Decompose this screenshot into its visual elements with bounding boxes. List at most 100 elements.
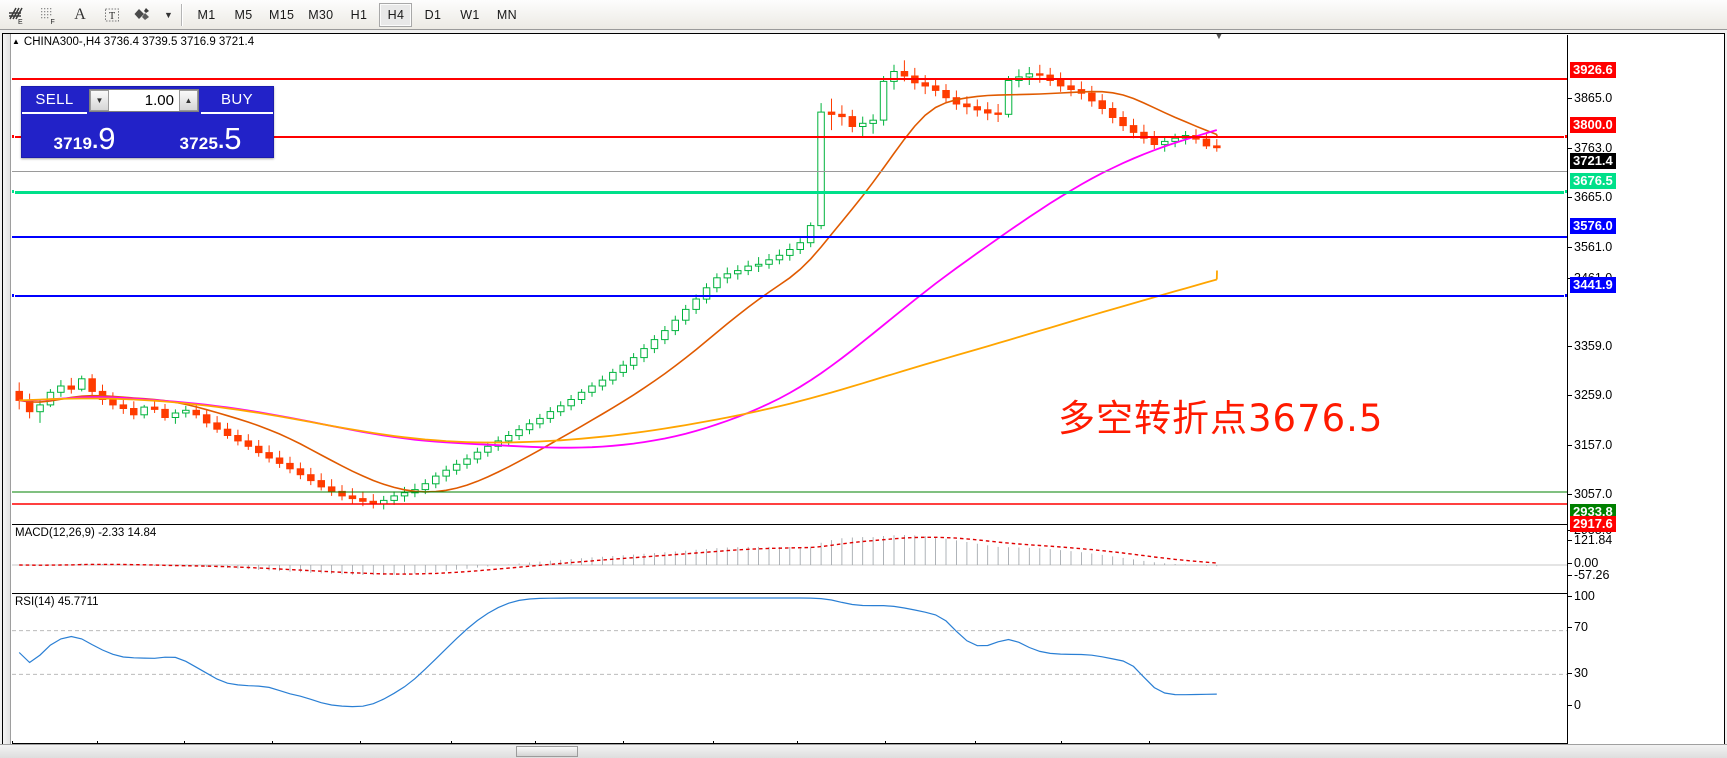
badge-resistance-3800: 3800.0 [1570, 117, 1616, 133]
timeframe-button-m5[interactable]: M5 [234, 7, 253, 22]
line-pivot-3676-anchor[interactable] [12, 189, 15, 194]
badge-support-3441: 3441.9 [1570, 277, 1616, 293]
time-tick-mark [1149, 741, 1150, 745]
sell-price-int: 3719 [53, 134, 93, 153]
trade-panel-top-row: SELL ▼ 1.00 ▲ BUY [22, 87, 273, 114]
time-axis-separator [12, 743, 1567, 744]
chart-annotation-text: 多空转折点3676.5 [1058, 397, 1384, 440]
price-tick: 3561.0 [1568, 241, 1612, 254]
time-tick-mark [184, 741, 185, 745]
timeframe-button-w1[interactable]: W1 [460, 7, 480, 22]
toolbar-separator [181, 3, 183, 26]
volume-increase-icon[interactable]: ▲ [179, 90, 198, 111]
chart-toolbar: E F A T [0, 0, 1727, 30]
chart-left-gutter [3, 34, 11, 757]
svg-text:E: E [18, 19, 23, 25]
time-tick-mark [885, 741, 886, 745]
time-tick-mark [97, 741, 98, 745]
rsi-label: RSI(14) 45.7711 [15, 596, 99, 608]
macd-pane[interactable]: MACD(12,26,9) -2.33 14.84 [12, 524, 1567, 590]
text-box-icon[interactable]: T [97, 2, 127, 28]
scrollbar-thumb[interactable] [516, 746, 578, 757]
line-res-3800-anchor[interactable] [1564, 134, 1567, 139]
chart-symbol-label: CHINA300-,H4 3736.4 3739.5 3716.9 3721.4 [23, 36, 255, 48]
indicators-icon[interactable]: E [1, 2, 31, 28]
price-tick: 3057.0 [1568, 488, 1612, 501]
horizontal-scrollbar[interactable] [0, 744, 1727, 758]
buy-price-frac: 5 [224, 121, 242, 156]
line-pivot-3676-anchor[interactable] [1564, 189, 1567, 194]
svg-text:F: F [51, 19, 55, 25]
rsi-plot [12, 597, 1567, 708]
rsi-pane[interactable]: RSI(14) 45.7711 [12, 593, 1567, 743]
line-top-red[interactable] [12, 78, 1567, 80]
one-click-trading-panel[interactable]: SELL ▼ 1.00 ▲ BUY 3719 . 9 3725 . 5 [21, 86, 274, 158]
time-tick-mark [451, 741, 452, 745]
objects-icon[interactable] [129, 2, 159, 28]
time-tick-mark [12, 741, 13, 745]
objects-dropdown-caret-icon[interactable]: ▼ [164, 9, 173, 20]
indicator-tick: 30 [1568, 667, 1588, 680]
badge-pivot-3676: 3676.5 [1570, 173, 1616, 189]
buy-button[interactable]: BUY [201, 87, 273, 114]
time-tick-mark [623, 741, 624, 745]
buy-price[interactable]: 3725 . 5 [149, 114, 272, 156]
text-label-icon[interactable]: A [74, 5, 86, 23]
buy-price-int: 3725 [179, 134, 219, 153]
time-tick-mark [797, 741, 798, 745]
line-res-3800-anchor[interactable] [12, 134, 15, 139]
line-last-3721[interactable] [12, 171, 1567, 172]
time-tick-mark [1061, 741, 1062, 745]
timeframe-button-group: M1 M5 M15 M30 H1 H4 D1 W1 MN [188, 2, 525, 27]
price-tick: 3665.0 [1568, 191, 1612, 204]
price-tick: 3865.0 [1568, 92, 1612, 105]
time-tick-mark [975, 741, 976, 745]
price-tick: 3763.0 [1568, 142, 1612, 155]
badge-last-price: 3721.4 [1570, 153, 1616, 169]
line-sup-3441-anchor[interactable] [12, 293, 15, 298]
sell-button[interactable]: SELL [22, 87, 87, 114]
svg-text:T: T [109, 11, 115, 22]
indicator-tick: 0.00 [1568, 557, 1598, 570]
grid-icon[interactable]: F [33, 2, 63, 28]
line-res-3800[interactable] [12, 136, 1567, 138]
indicator-tick: 100 [1568, 590, 1595, 603]
price-tick: 3359.0 [1568, 340, 1612, 353]
chart-collapse-arrow-icon[interactable]: ▲ [12, 37, 20, 46]
sell-price-frac: 9 [98, 121, 116, 156]
sell-price-dot: . [92, 128, 99, 153]
badge-high-line: 3926.6 [1570, 62, 1616, 78]
price-axis[interactable]: 3865.03763.03665.03561.03461.03359.03259… [1567, 35, 1724, 756]
chart-window: ▼ ▲ CHINA300-,H4 3736.4 3739.5 3716.9 37… [2, 31, 1725, 758]
macd-plot [12, 535, 1567, 576]
time-tick-mark [360, 741, 361, 745]
time-tick-mark [272, 741, 273, 745]
price-tick: 3157.0 [1568, 439, 1612, 452]
line-sup-3441[interactable] [12, 295, 1567, 297]
sell-price[interactable]: 3719 . 9 [23, 114, 146, 156]
chart-symbol-header: ▲ CHINA300-,H4 3736.4 3739.5 3716.9 3721… [12, 35, 1567, 49]
volume-decrease-icon[interactable]: ▼ [90, 90, 109, 111]
timeframe-button-m1[interactable]: M1 [197, 7, 216, 22]
indicator-tick: 70 [1568, 621, 1588, 634]
line-sup-3441-anchor[interactable] [1564, 293, 1567, 298]
timeframe-button-mn[interactable]: MN [496, 7, 517, 22]
indicator-tick: 121.84 [1568, 534, 1612, 547]
volume-stepper[interactable]: ▼ 1.00 ▲ [89, 89, 199, 112]
line-pivot-3676[interactable] [12, 191, 1567, 194]
pane-collapse-handle[interactable]: ▼ [1214, 31, 1224, 41]
time-tick-mark [535, 741, 536, 745]
trade-panel-price-row: 3719 . 9 3725 . 5 [22, 114, 273, 157]
macd-label: MACD(12,26,9) -2.33 14.84 [15, 527, 157, 539]
timeframe-button-h1[interactable]: H1 [350, 7, 368, 22]
volume-value[interactable]: 1.00 [109, 90, 179, 111]
timeframe-button-h4[interactable]: H4 [379, 2, 413, 27]
timeframe-button-m15[interactable]: M15 [269, 7, 295, 22]
badge-support-3576: 3576.0 [1570, 218, 1616, 234]
indicator-tick: -57.26 [1568, 569, 1609, 582]
timeframe-button-m30[interactable]: M30 [308, 7, 334, 22]
price-tick: 3259.0 [1568, 389, 1612, 402]
timeframe-button-d1[interactable]: D1 [424, 7, 442, 22]
line-sup-3576[interactable] [12, 236, 1567, 238]
